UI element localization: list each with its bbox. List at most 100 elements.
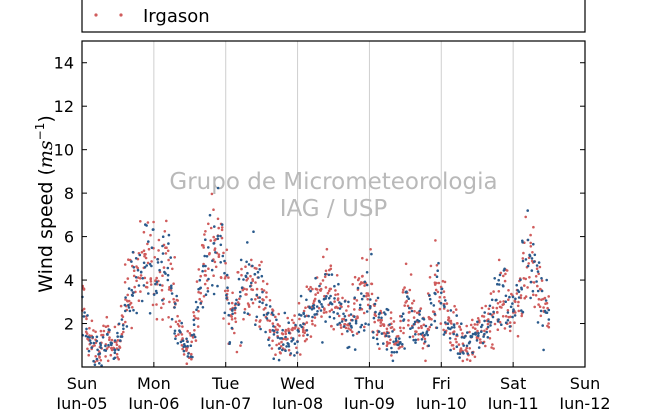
data-point xyxy=(408,310,411,314)
data-point xyxy=(167,316,170,319)
data-point xyxy=(251,264,254,268)
data-point xyxy=(398,346,402,349)
data-point xyxy=(391,359,395,363)
data-point xyxy=(491,343,494,346)
data-point xyxy=(303,339,307,343)
data-point xyxy=(108,328,111,332)
data-point xyxy=(105,315,109,319)
data-point xyxy=(363,280,367,284)
data-point xyxy=(213,248,216,252)
data-point xyxy=(356,316,359,320)
data-point xyxy=(307,314,310,318)
data-point xyxy=(302,312,306,316)
data-point xyxy=(140,299,144,303)
data-point xyxy=(214,265,218,269)
data-point xyxy=(349,313,353,316)
data-point xyxy=(250,298,253,301)
data-point xyxy=(204,264,207,268)
data-point xyxy=(173,306,176,309)
data-point xyxy=(420,338,424,341)
data-point xyxy=(340,332,344,336)
data-point xyxy=(144,223,147,226)
data-point xyxy=(398,326,402,330)
data-point xyxy=(145,281,149,285)
data-point xyxy=(517,300,520,304)
data-point xyxy=(260,288,264,291)
data-point xyxy=(293,342,297,346)
data-point xyxy=(378,311,382,315)
data-point xyxy=(424,324,428,328)
data-point xyxy=(257,276,260,279)
data-point xyxy=(148,312,152,315)
data-point xyxy=(278,324,281,328)
data-point xyxy=(124,309,127,313)
data-point xyxy=(313,316,317,319)
data-point xyxy=(265,303,268,307)
data-point xyxy=(209,226,213,230)
data-point xyxy=(477,331,480,335)
data-point xyxy=(498,273,502,277)
data-point xyxy=(357,330,361,334)
data-point xyxy=(432,304,436,307)
data-point xyxy=(93,344,96,347)
data-point xyxy=(366,303,370,307)
data-point xyxy=(216,186,220,190)
data-point xyxy=(524,258,528,261)
data-point xyxy=(449,341,452,344)
data-point xyxy=(210,192,214,196)
data-point xyxy=(272,333,276,336)
data-point xyxy=(435,326,439,330)
data-point xyxy=(209,239,212,242)
y-tick-label: 6 xyxy=(64,228,74,247)
data-point xyxy=(372,316,376,320)
data-point xyxy=(213,260,217,264)
data-point xyxy=(392,340,395,344)
data-point xyxy=(167,233,171,237)
data-point xyxy=(254,319,258,322)
data-point xyxy=(180,321,183,325)
data-point xyxy=(216,217,220,221)
data-point xyxy=(189,344,193,348)
data-point xyxy=(343,323,347,326)
data-point xyxy=(384,313,387,316)
data-point xyxy=(414,333,417,336)
data-point xyxy=(428,325,432,329)
data-point xyxy=(374,310,377,314)
data-point xyxy=(140,251,144,254)
data-point xyxy=(302,322,305,326)
data-point xyxy=(324,269,328,273)
data-point xyxy=(388,341,392,345)
data-point xyxy=(203,233,206,236)
data-point xyxy=(108,338,111,342)
data-point xyxy=(452,311,455,314)
data-point xyxy=(334,293,337,297)
data-point xyxy=(258,296,262,299)
data-point xyxy=(544,299,548,302)
data-point xyxy=(282,343,285,346)
data-point xyxy=(220,236,224,240)
data-point xyxy=(523,284,526,287)
data-point xyxy=(387,335,391,338)
data-point xyxy=(318,284,321,288)
data-point xyxy=(319,282,322,286)
data-point xyxy=(511,295,515,299)
data-point xyxy=(293,354,296,357)
data-point xyxy=(338,307,342,310)
data-point xyxy=(348,322,352,325)
data-point xyxy=(211,259,214,263)
plot-frame xyxy=(81,40,586,368)
data-point xyxy=(487,307,491,311)
data-point xyxy=(452,347,456,351)
data-point xyxy=(242,278,245,281)
data-point xyxy=(127,258,130,262)
data-point xyxy=(346,329,349,333)
data-point xyxy=(230,315,233,318)
data-point xyxy=(497,290,501,293)
data-point xyxy=(83,311,86,314)
data-point xyxy=(365,271,369,274)
data-point xyxy=(353,348,357,351)
data-point xyxy=(513,321,516,325)
data-point xyxy=(268,299,272,302)
data-point xyxy=(244,293,247,296)
data-point xyxy=(284,328,288,332)
